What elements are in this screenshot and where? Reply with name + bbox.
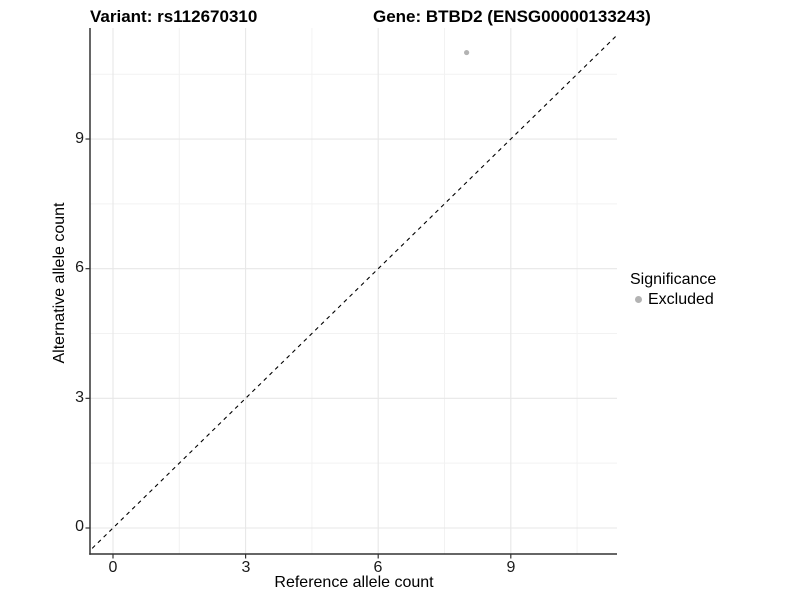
x-tick-label-3: 3: [241, 559, 251, 576]
x-tick-label-0: 0: [108, 559, 118, 576]
x-tick-label-9: 9: [506, 559, 516, 576]
identity-reference-line: [90, 34, 617, 552]
legend-excluded-label: Excluded: [648, 291, 714, 308]
y-tick-label-6: 6: [75, 259, 84, 276]
legend-excluded-swatch: [635, 296, 642, 303]
y-tick-label-9: 9: [75, 130, 84, 147]
y-axis-title: Alternative allele count: [51, 202, 68, 364]
legend-title: Significance: [630, 271, 717, 288]
x-axis-title: Reference allele count: [274, 574, 434, 591]
x-tick-label-6: 6: [373, 559, 383, 576]
y-tick-label-0: 0: [75, 518, 84, 535]
y-tick-label-3: 3: [75, 389, 84, 406]
plot-title-variant: Variant: rs112670310: [90, 7, 258, 26]
data-point: [464, 49, 470, 56]
plot-title-gene: Gene: BTBD2 (ENSG00000133243): [373, 7, 651, 26]
